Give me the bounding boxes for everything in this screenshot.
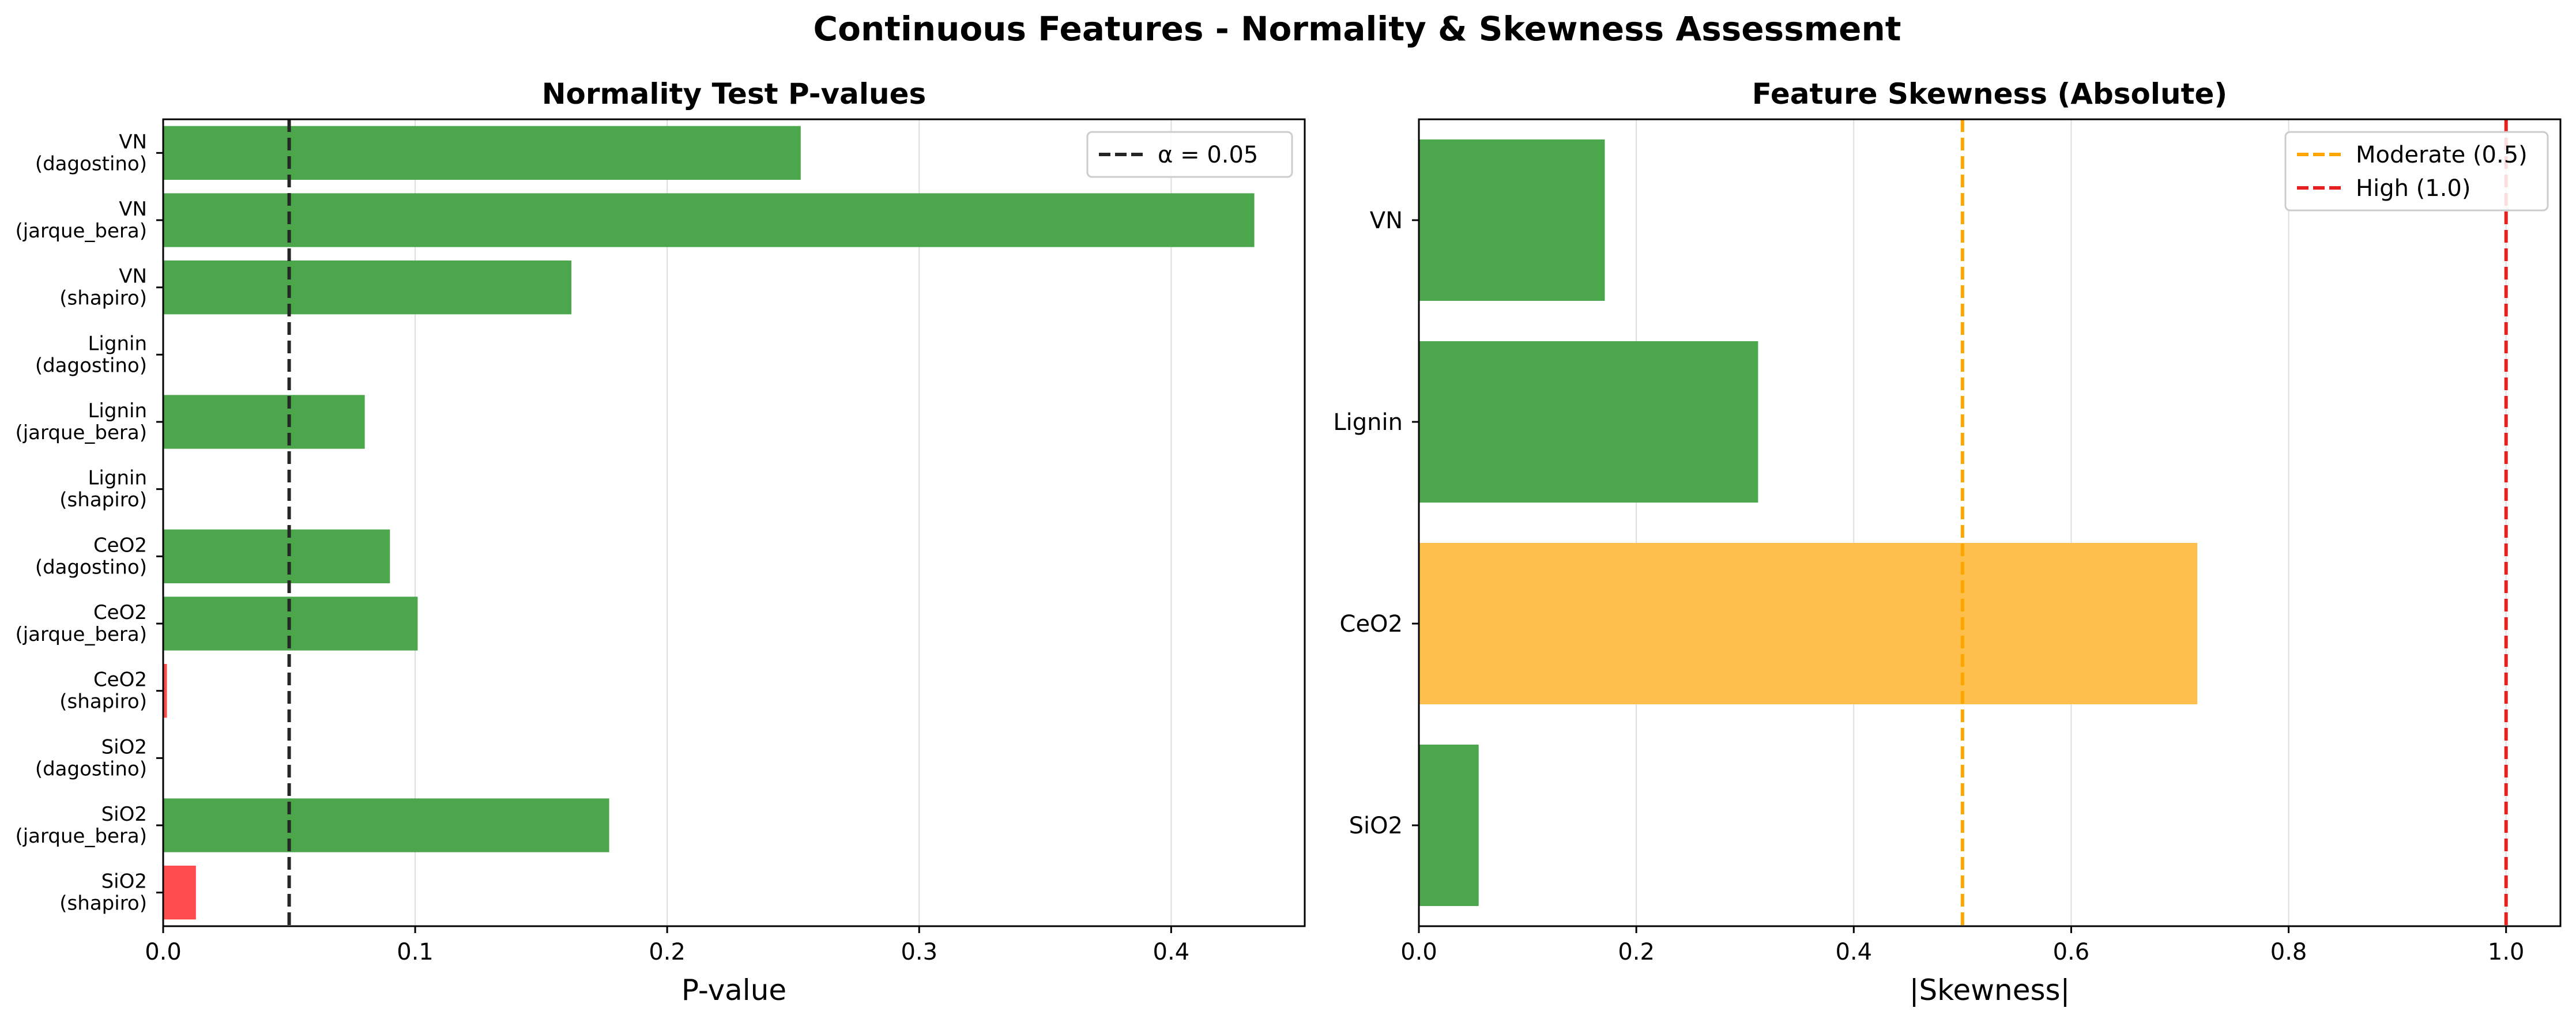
y-tick-label: SiO2 (jarque_bera) [15, 803, 147, 848]
left-x-ticks: 0.0 0.1 0.2 0.3 0.4 [145, 926, 1189, 965]
y-tick-label: SiO2 (shapiro) [59, 870, 147, 915]
left-y-ticks: VN (dagostino)VN (jarque_bera)VN (shapiro)L… [15, 130, 163, 915]
y-tick-test: (dagostino) [35, 556, 147, 579]
right-chart-title: Feature Skewness (Absolute) [1752, 77, 2228, 111]
y-tick-label: CeO2 (shapiro) [59, 669, 147, 714]
left-bars [163, 126, 1255, 920]
right-reference-lines [1960, 119, 2508, 926]
y-tick-feature: CeO2 [93, 669, 147, 692]
y-tick-label: Lignin [1333, 409, 1403, 436]
bar [1419, 139, 1605, 301]
bar [163, 261, 572, 315]
y-tick-label: CeO2 (dagostino) [35, 534, 147, 579]
bar [163, 866, 196, 920]
y-tick-test: (dagostino) [35, 152, 147, 175]
y-tick-test: (shapiro) [59, 892, 147, 915]
bar [1419, 341, 1758, 503]
figure-title: Continuous Features - Normality & Skewne… [814, 9, 1901, 48]
bar [1419, 543, 2198, 704]
x-tick-label: 0.0 [145, 939, 182, 965]
y-tick-feature: CeO2 [93, 534, 147, 557]
legend-box [1086, 131, 1293, 178]
x-tick-label: 0.1 [397, 939, 434, 965]
y-tick-feature: CeO2 [93, 601, 147, 624]
x-tick-label: 0.6 [2053, 939, 2090, 965]
y-tick-feature: VN [119, 130, 147, 153]
y-tick-feature: Lignin [88, 332, 147, 355]
bar [163, 395, 365, 449]
y-tick-feature: SiO2 [101, 735, 147, 758]
normality-pvalue-chart: Normality Test P-values 0.0 0.1 0.2 0.3 0.4 … [15, 77, 1306, 1007]
y-tick-test: (jarque_bera) [15, 825, 147, 848]
bar [163, 529, 390, 583]
x-tick-label: 0.4 [1835, 939, 1872, 965]
y-tick-label: VN (jarque_bera) [15, 198, 147, 243]
legend-label: Moderate (0.5) [2356, 142, 2528, 168]
right-y-ticks: VN Lignin CeO2 SiO2 [1333, 207, 1419, 839]
y-tick-label: SiO2 (dagostino) [35, 735, 147, 780]
y-tick-label: CeO2 (jarque_bera) [15, 601, 147, 646]
y-tick-feature: Lignin [88, 467, 147, 490]
legend-label: α = 0.05 [1158, 142, 1258, 168]
legend-box [2284, 131, 2549, 212]
y-tick-test: (dagostino) [35, 354, 147, 377]
y-tick-feature: VN [119, 265, 147, 288]
bar [163, 193, 1255, 247]
y-tick-test: (jarque_bera) [15, 623, 147, 646]
x-tick-label: 0.2 [1618, 939, 1655, 965]
bar [163, 126, 801, 180]
x-tick-label: 0.2 [649, 939, 686, 965]
skewness-chart: Feature Skewness (Absolute) 0.0 0.2 0.4 0.6… [1333, 77, 2562, 1007]
x-tick-label: 0.8 [2270, 939, 2307, 965]
right-bars [1419, 139, 2198, 906]
right-x-ticks: 0.0 0.2 0.4 0.6 0.8 1.0 [1400, 926, 2525, 965]
bar [163, 798, 609, 852]
x-tick-label: 0.3 [901, 939, 937, 965]
y-tick-label: VN (dagostino) [35, 130, 147, 175]
right-x-axis-label: |Skewness| [1910, 973, 2070, 1007]
y-tick-feature: SiO2 [101, 870, 147, 893]
y-tick-label: VN [1370, 207, 1403, 234]
y-tick-test: (jarque_bera) [15, 421, 147, 444]
left-legend: α = 0.05 [1086, 131, 1293, 178]
y-tick-label: SiO2 [1349, 813, 1403, 839]
bar [163, 664, 167, 718]
left-chart-title: Normality Test P-values [542, 77, 927, 111]
y-tick-label: CeO2 [1340, 611, 1403, 637]
x-tick-label: 0.0 [1400, 939, 1437, 965]
x-tick-label: 0.4 [1153, 939, 1190, 965]
left-axes-frame [162, 118, 1306, 927]
left-x-axis-label: P-value [681, 973, 786, 1007]
y-tick-feature: Lignin [88, 399, 147, 422]
y-tick-label: Lignin (jarque_bera) [15, 399, 147, 444]
y-tick-label: VN (shapiro) [59, 265, 147, 310]
y-tick-test: (shapiro) [59, 489, 147, 512]
y-tick-feature: VN [119, 198, 147, 221]
y-tick-label: Lignin (dagostino) [35, 332, 147, 377]
y-tick-test: (jarque_bera) [15, 220, 147, 243]
y-tick-test: (shapiro) [59, 287, 147, 310]
y-tick-test: (shapiro) [59, 690, 147, 714]
y-tick-test: (dagostino) [35, 757, 147, 780]
y-tick-feature: SiO2 [101, 803, 147, 826]
legend-label: High (1.0) [2356, 175, 2470, 202]
right-axes-frame [1418, 118, 2562, 927]
bar [1419, 745, 1479, 906]
x-tick-label: 1.0 [2488, 939, 2525, 965]
right-legend: Moderate (0.5) High (1.0) [2284, 131, 2549, 212]
y-tick-label: Lignin (shapiro) [59, 467, 147, 512]
